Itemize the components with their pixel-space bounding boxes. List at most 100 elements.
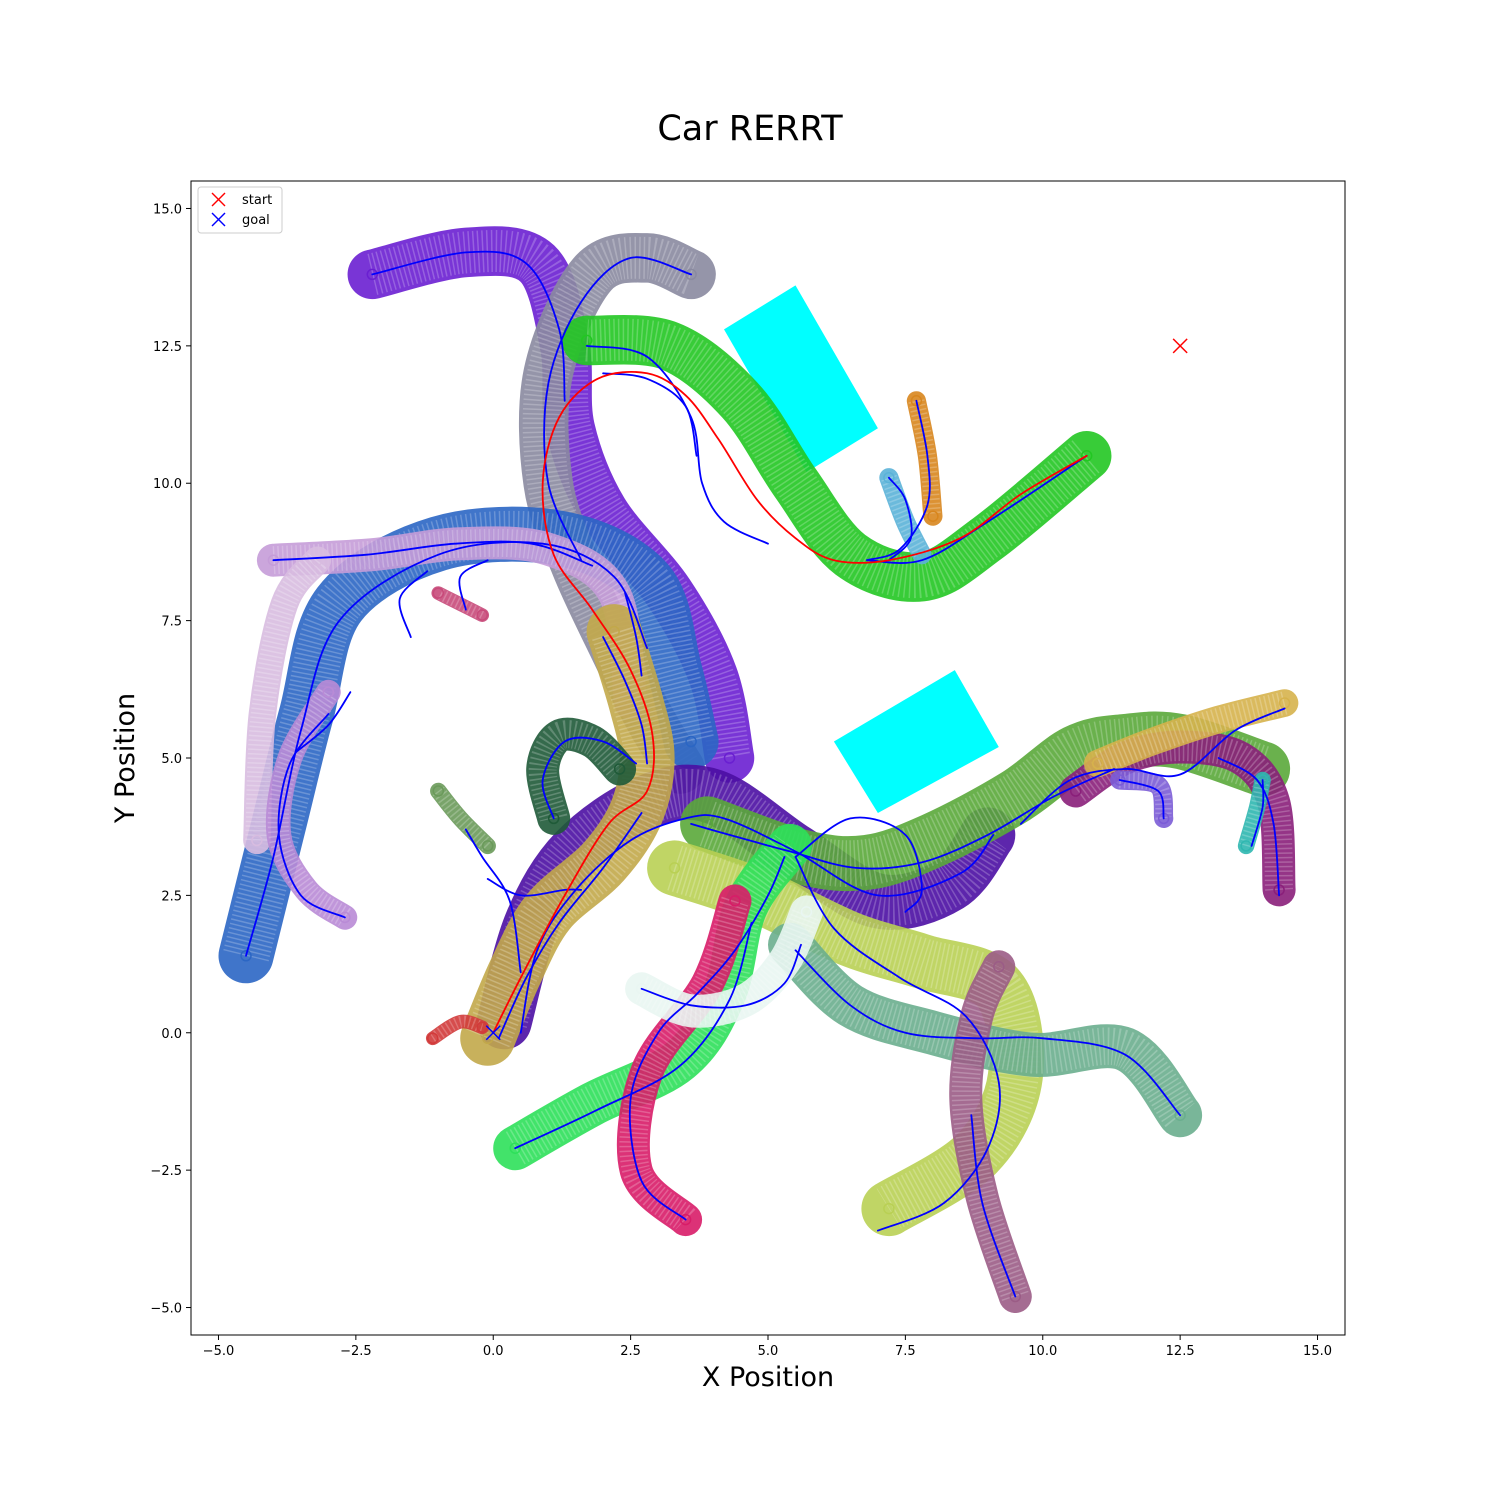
tree-branch-cap-3-0 xyxy=(240,950,252,962)
tree-branch-cap-14-1 xyxy=(993,961,1005,973)
obstacle-1 xyxy=(833,670,999,813)
tree-branch-texture-22 xyxy=(1118,771,1172,820)
tree-branch-texture-20 xyxy=(1239,778,1270,848)
tree-branch-texture-1 xyxy=(522,236,700,780)
tree-edge-11 xyxy=(519,814,995,1034)
y-tick-label-2: 0.0 xyxy=(161,1027,182,1042)
tree-edge-16 xyxy=(628,856,786,1221)
tree-branch-21 xyxy=(879,468,932,565)
tree-branch-cap-12-0 xyxy=(679,1213,692,1226)
start-marker-stroke-b xyxy=(1172,338,1188,354)
chart-title: Car RERRT xyxy=(657,109,843,149)
tree-edge-25 xyxy=(541,736,637,820)
legend: start goal xyxy=(197,186,283,234)
tree-edge-15 xyxy=(640,943,802,1009)
obstacle-0 xyxy=(724,285,878,473)
tree-branch-cap-24-1 xyxy=(481,840,494,852)
tree-branch-cap-5-1 xyxy=(311,554,324,566)
tree-branch-layer xyxy=(218,226,1299,1313)
tree-branch-cap-19-0 xyxy=(910,395,923,407)
obstacle-layer xyxy=(724,285,999,813)
tree-branch-cap-22-1 xyxy=(1113,774,1126,786)
tree-branch-cap-24-0 xyxy=(432,785,445,797)
tree-edge-13 xyxy=(1019,707,1286,825)
marker-layer xyxy=(485,338,1188,1041)
tree-branch-cap-23-0 xyxy=(427,1032,439,1045)
tree-branch-cap-12-1 xyxy=(729,895,741,907)
tree-edge-20 xyxy=(794,949,1181,1117)
y-tick-label-4: 5.0 xyxy=(161,752,182,767)
tree-branch-texture-7 xyxy=(481,768,1008,1029)
tree-branch-cap-1-0 xyxy=(685,268,697,281)
tree-branch-texture-6 xyxy=(267,686,352,927)
tree-branch-cap-10-0 xyxy=(668,862,681,874)
tree-edge-29 xyxy=(866,399,931,562)
x-tick-label-8: 15.0 xyxy=(1303,1344,1332,1359)
tree-edge-24 xyxy=(497,812,643,1040)
tree-edge-31 xyxy=(866,454,1088,564)
tree-edge-23 xyxy=(1118,779,1165,820)
tree-branch-texture-2 xyxy=(585,318,1101,599)
tree-edge-22 xyxy=(1250,779,1265,847)
tree-edge-3 xyxy=(602,372,698,457)
tree-branch-cap-0-1 xyxy=(723,752,736,764)
tree-branch-cap-21-0 xyxy=(883,471,895,484)
tree-branch-cap-11-0 xyxy=(509,1142,521,1154)
x-tick-label-5: 7.5 xyxy=(895,1344,916,1359)
tree-branch-24 xyxy=(430,782,496,855)
tree-branch-cap-25-0 xyxy=(476,609,488,621)
tree-edge-30 xyxy=(888,476,913,562)
tree-edge-19 xyxy=(970,1114,1017,1298)
tree-edge-layer xyxy=(245,250,1286,1298)
tree-edge-2 xyxy=(585,345,769,545)
tree-edge-5 xyxy=(272,540,594,567)
tree-branch-cap-5-0 xyxy=(251,834,263,847)
tree-edge-18 xyxy=(794,856,1001,1232)
tree-edge-1 xyxy=(543,256,692,562)
tree-edge-9 xyxy=(277,713,346,919)
tree-edge-28 xyxy=(624,592,643,677)
tree-branch-texture-11 xyxy=(505,834,806,1165)
tree-edge-8 xyxy=(458,559,489,611)
tree-branch-cap-18-1 xyxy=(800,906,813,918)
y-axis-label: Y Position xyxy=(110,693,141,824)
start-marker xyxy=(1172,338,1188,354)
y-tick-label-1: −2.5 xyxy=(150,1164,182,1179)
tree-branch-cap-19-1 xyxy=(927,510,939,522)
goal-marker xyxy=(485,1025,501,1041)
plot-area xyxy=(218,226,1299,1313)
tree-branch-14 xyxy=(949,950,1032,1313)
x-tick-label-4: 5.0 xyxy=(758,1344,779,1359)
tree-edge-21 xyxy=(1217,757,1280,897)
tree-branch-texture-17 xyxy=(528,720,630,822)
tree-branch-texture-18 xyxy=(635,906,820,1026)
tree-branch-cap-9-0 xyxy=(481,1032,494,1045)
tree-branch-cap-17-1 xyxy=(613,763,626,775)
tree-edge-17 xyxy=(514,922,753,1150)
tree-branch-cap-3-1 xyxy=(685,735,697,748)
y-tick-label-7: 12.5 xyxy=(153,340,182,355)
tree-branch-cap-2-1 xyxy=(1080,450,1093,462)
x-tick-label-7: 12.5 xyxy=(1166,1344,1195,1359)
tree-branch-cap-9-1 xyxy=(608,625,620,638)
tree-edge-4 xyxy=(245,541,648,957)
tree-branch-2 xyxy=(561,314,1112,602)
x-tick-label-2: 0.0 xyxy=(483,1344,504,1359)
x-tick-label-0: −5.0 xyxy=(203,1344,235,1359)
tree-branch-cap-18-0 xyxy=(635,983,648,995)
tree-edge-26 xyxy=(486,878,583,897)
tree-branch-cap-6-1 xyxy=(322,686,335,698)
y-tick-label-0: −5.0 xyxy=(150,1302,182,1317)
tree-branch-texture-16 xyxy=(1093,691,1288,775)
tree-edge-0 xyxy=(371,250,566,402)
tree-edge-27 xyxy=(602,636,648,765)
tree-branch-cap-14-0 xyxy=(1009,1290,1022,1303)
tree-branch-cap-13-1 xyxy=(1174,1109,1186,1121)
tree-branch-cap-17-0 xyxy=(547,812,560,825)
x-tick-label-3: 2.5 xyxy=(620,1344,641,1359)
tree-branch-17 xyxy=(526,717,637,835)
tree-branch-cap-10-1 xyxy=(883,1202,895,1215)
tree-branch-cap-16-1 xyxy=(1091,757,1104,770)
goal-marker-stroke-b xyxy=(485,1025,501,1041)
